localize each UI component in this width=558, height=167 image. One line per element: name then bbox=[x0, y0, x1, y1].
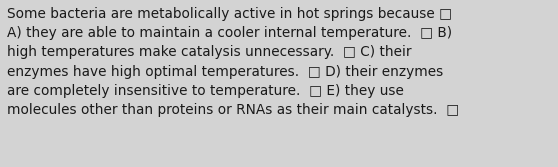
Text: Some bacteria are metabolically active in hot springs because □
A) they are able: Some bacteria are metabolically active i… bbox=[7, 7, 459, 117]
